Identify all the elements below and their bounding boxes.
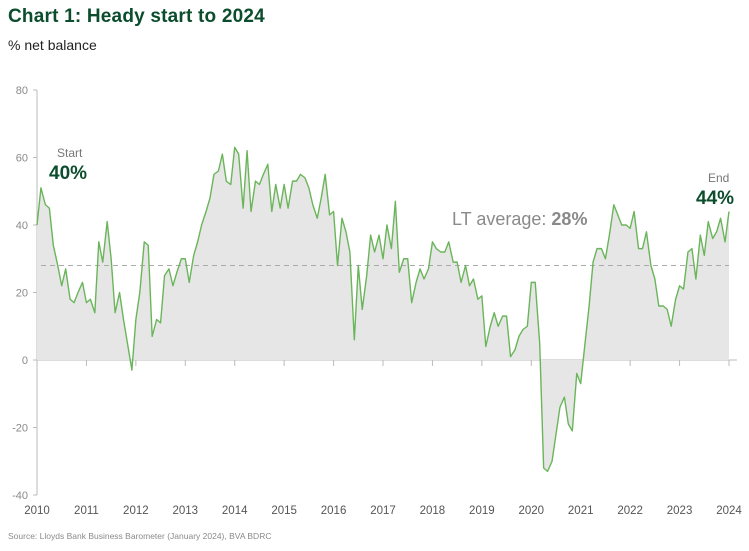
chart-subtitle: % net balance (8, 37, 97, 53)
x-tick-label: 2012 (123, 505, 149, 517)
y-tick-label: 0 (22, 355, 28, 367)
y-tick-label: 80 (16, 85, 28, 97)
y-tick-label: -20 (12, 423, 28, 435)
source-note: Source: Lloyds Bank Business Barometer (… (8, 531, 272, 541)
y-tick-label: 60 (16, 153, 28, 165)
x-tick-label: 2014 (222, 505, 248, 517)
x-tick-label: 2013 (172, 505, 198, 517)
y-tick-label: -40 (12, 490, 28, 502)
x-tick-label: 2016 (321, 505, 347, 517)
x-tick-label: 2017 (370, 505, 396, 517)
series-area-fill (37, 147, 729, 472)
chart-canvas: -40 -20 0 20 40 60 80 2010 2011 2012 2013 2014 2015 2… (12, 85, 742, 517)
y-tick-label: 20 (16, 288, 28, 300)
long-term-average-label: LT average: 28% (452, 209, 587, 229)
long-term-average-value: 28% (551, 209, 587, 229)
end-value: 44% (696, 188, 734, 209)
start-value: 40% (49, 163, 87, 184)
x-tick-label: 2011 (74, 505, 99, 517)
x-tick-label: 2023 (667, 505, 693, 517)
x-tick-label: 2015 (271, 505, 297, 517)
x-tick-label: 2019 (469, 505, 495, 517)
end-label: End (708, 171, 729, 185)
x-tick-label: 2021 (568, 505, 594, 517)
x-tick-label: 2022 (617, 505, 643, 517)
x-tick-label: 2018 (420, 505, 446, 517)
x-tick-label: 2020 (518, 505, 544, 517)
chart-title: Chart 1: Heady start to 2024 (8, 6, 265, 27)
start-label: Start (57, 146, 83, 160)
y-tick-label: 40 (16, 220, 28, 232)
x-tick-label: 2010 (24, 505, 50, 517)
series-line (36, 146, 730, 473)
x-tick-label: 2024 (716, 505, 742, 517)
